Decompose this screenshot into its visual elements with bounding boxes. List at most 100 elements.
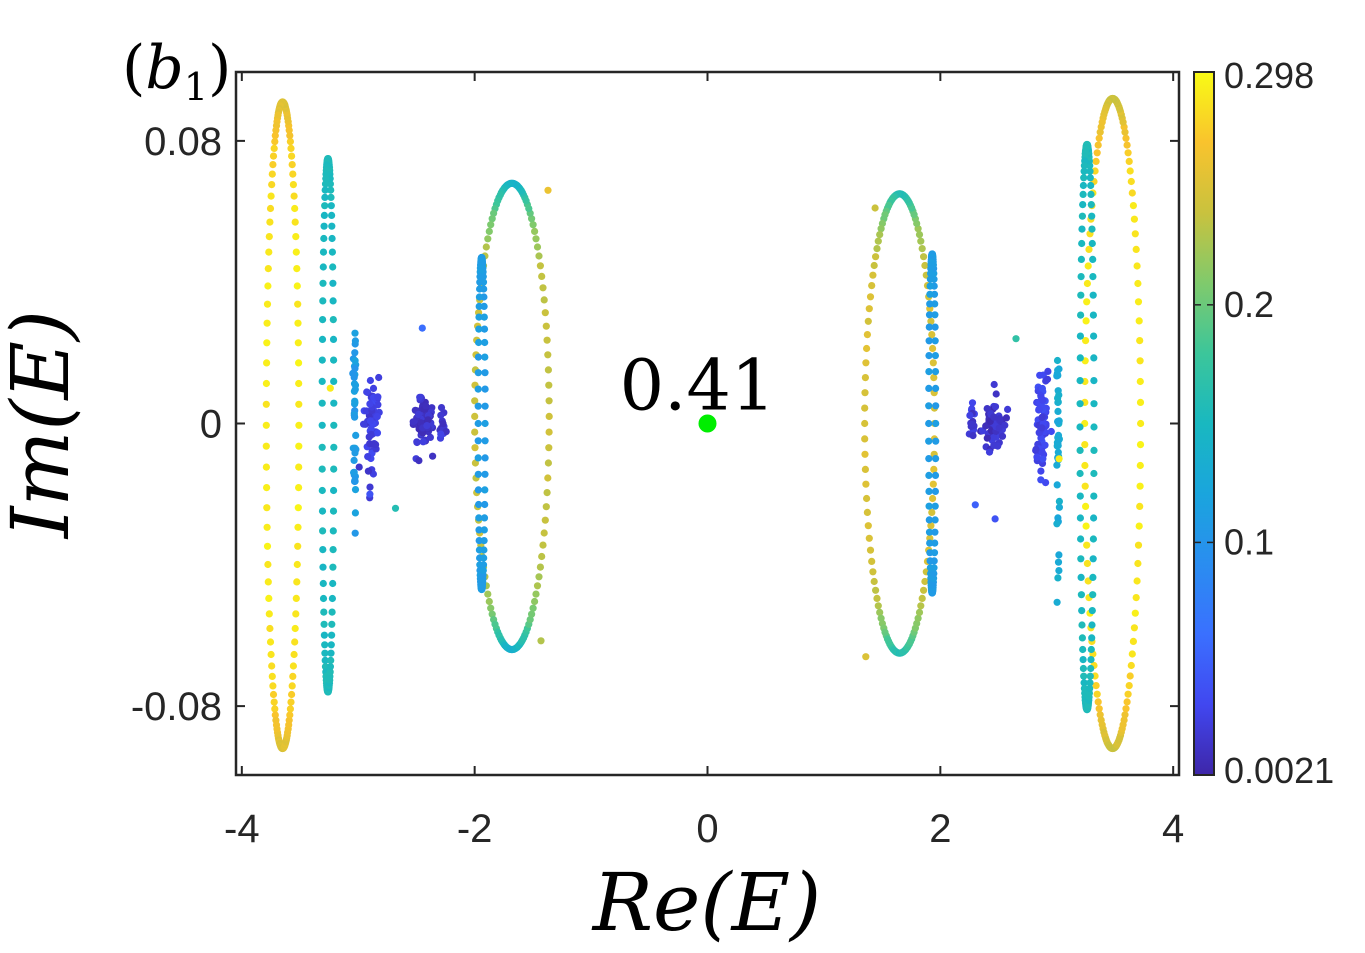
loop-point: [329, 263, 337, 271]
loop-point: [931, 311, 939, 319]
cluster-point: [413, 438, 421, 446]
loop-point: [915, 608, 924, 617]
cluster-point: [424, 416, 432, 424]
loop-point: [1080, 679, 1088, 687]
loop-point: [471, 397, 479, 405]
cluster-point: [990, 433, 998, 441]
loop-point: [1133, 262, 1141, 270]
loop-point: [1130, 624, 1138, 632]
loop-point: [1089, 291, 1097, 299]
loop-point: [265, 594, 273, 603]
loop-point: [263, 300, 272, 308]
loop-point: [271, 711, 279, 719]
loop-point: [293, 282, 301, 290]
loop-point: [286, 138, 294, 146]
loop-point: [328, 211, 336, 219]
loop-point: [294, 523, 302, 531]
loop-point: [544, 351, 552, 359]
loop-point: [868, 282, 876, 290]
loop-point: [474, 454, 482, 462]
loop-point: [295, 379, 303, 388]
x-axis-label: Re(E): [591, 856, 821, 949]
loop-point: [1121, 711, 1129, 719]
cluster-point: [350, 373, 358, 381]
cluster-point: [1039, 455, 1047, 463]
cluster-point: [350, 456, 358, 464]
loop-point: [293, 560, 301, 569]
x-tick-label: 4: [1162, 807, 1184, 851]
cluster-point: [351, 413, 359, 421]
loop-point: [1085, 245, 1093, 253]
cluster-point: [360, 420, 368, 428]
loop-point: [481, 454, 489, 462]
loop-point: [286, 711, 294, 719]
loop-point: [1088, 239, 1096, 248]
cluster-point: [1053, 481, 1061, 489]
loop-point: [475, 338, 483, 347]
loop-point: [268, 672, 276, 681]
loop-point: [1082, 522, 1090, 530]
cluster-point: [426, 433, 434, 441]
loop-point: [1078, 634, 1086, 642]
loop-point: [1126, 167, 1134, 175]
cluster-point: [990, 380, 998, 389]
loop-point: [925, 402, 933, 410]
loop-point: [1089, 591, 1097, 599]
loop-point: [544, 474, 552, 482]
cluster-point: [355, 463, 363, 471]
loop-point: [861, 419, 869, 428]
cluster-point: [422, 402, 430, 410]
loop-point: [295, 400, 303, 408]
loop-point: [1079, 190, 1087, 198]
loop-point: [291, 624, 299, 633]
colorbar-tick-label: 0.0021: [1224, 750, 1334, 791]
loop-point: [262, 421, 270, 429]
loop-point: [876, 608, 884, 617]
loop-point: [264, 282, 272, 290]
loop-point: [1135, 317, 1143, 325]
cluster-point: [351, 349, 359, 357]
cluster-point: [351, 509, 359, 517]
loop-point: [484, 235, 492, 243]
cluster-point: [366, 376, 374, 385]
loop-point: [264, 560, 272, 569]
loop-point: [292, 233, 300, 241]
colorbar: [1193, 71, 1215, 776]
loop-point: [474, 353, 482, 361]
loop-point: [1123, 698, 1131, 706]
loop-point: [862, 480, 870, 488]
cluster-point: [351, 385, 359, 393]
loop-point: [268, 181, 276, 189]
loop-point: [877, 225, 885, 233]
cluster-point: [1001, 421, 1009, 429]
loop-point: [929, 359, 937, 367]
loop-point: [476, 273, 484, 281]
cluster-point: [351, 364, 359, 372]
loop-point: [1077, 255, 1085, 263]
loop-point: [320, 631, 328, 639]
cluster-point: [1033, 453, 1041, 461]
loop-point: [294, 542, 302, 550]
loop-point: [320, 234, 328, 243]
loop-point: [1087, 190, 1095, 198]
loop-point: [482, 243, 490, 251]
loop-point: [925, 368, 933, 376]
loop-point: [931, 368, 940, 376]
loop-point: [932, 437, 940, 445]
scatter-point: [537, 637, 545, 645]
loop-point: [1127, 177, 1135, 186]
loop-point: [481, 500, 489, 509]
y-tick-label: -0.08: [131, 685, 222, 729]
loop-point: [1077, 591, 1085, 599]
loop-point: [1082, 337, 1090, 345]
loop-point: [931, 337, 939, 345]
loop-point: [925, 437, 933, 445]
loop-point: [290, 192, 298, 200]
cluster-point: [996, 415, 1005, 423]
loop-point: [475, 302, 483, 310]
loop-point: [535, 252, 543, 260]
loop-point: [330, 399, 338, 407]
loop-point: [271, 705, 279, 713]
loop-point: [926, 282, 934, 290]
cluster-point: [1035, 405, 1043, 413]
